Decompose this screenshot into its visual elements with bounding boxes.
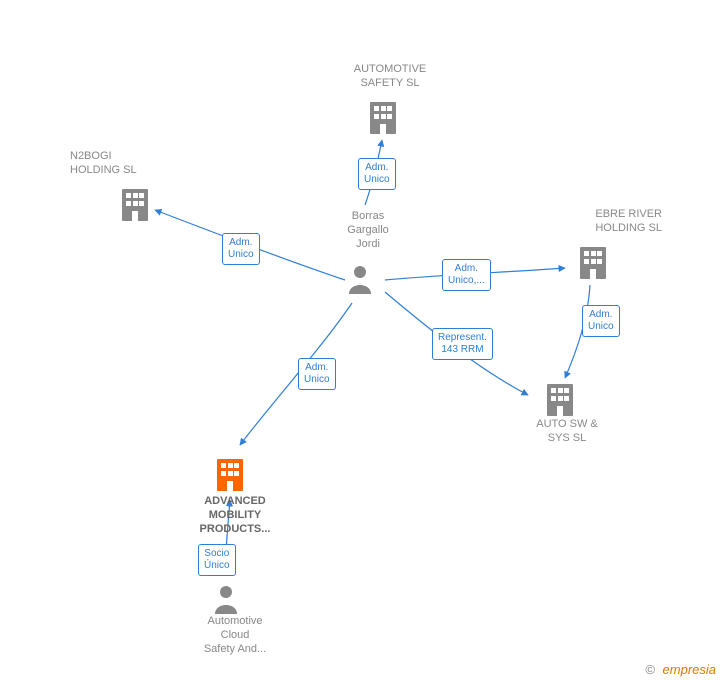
edge-label-cloud-adv: Socio Único (198, 544, 236, 576)
label-center: Borras Gargallo Jordi (328, 210, 408, 251)
edge-label-autosw: Represent. 143 RRM (432, 328, 493, 360)
edge-label-autosafety: Adm. Unico (358, 158, 396, 190)
building-icon-advanced[interactable] (217, 459, 243, 491)
copyright-symbol: © (645, 662, 655, 677)
building-icon-autosw[interactable] (547, 384, 573, 416)
building-icon-ebre[interactable] (580, 247, 606, 279)
label-n2bogi: N2BOGI HOLDING SL (70, 150, 190, 178)
label-autosw: AUTO SW & SYS SL (512, 418, 622, 446)
footer-copyright: © empresia (645, 662, 716, 677)
building-icon-autosafety[interactable] (370, 102, 396, 134)
edge-label-ebre-autosw: Adm. Unico (582, 305, 620, 337)
label-advanced: ADVANCED MOBILITY PRODUCTS... (175, 495, 295, 536)
person-icon-cloud[interactable] (215, 586, 237, 614)
edge-label-n2bogi: Adm. Unico (222, 233, 260, 265)
person-icon-center[interactable] (349, 266, 371, 294)
edge-label-ebre: Adm. Unico,... (442, 259, 491, 291)
edge-label-advanced: Adm. Unico (298, 358, 336, 390)
brand-name: empresia (663, 662, 716, 677)
building-icon-n2bogi[interactable] (122, 189, 148, 221)
label-autosafety: AUTOMOTIVE SAFETY SL (325, 63, 455, 91)
label-ebre: EBRE RIVER HOLDING SL (532, 208, 662, 236)
label-cloud: Automotive Cloud Safety And... (180, 615, 290, 656)
